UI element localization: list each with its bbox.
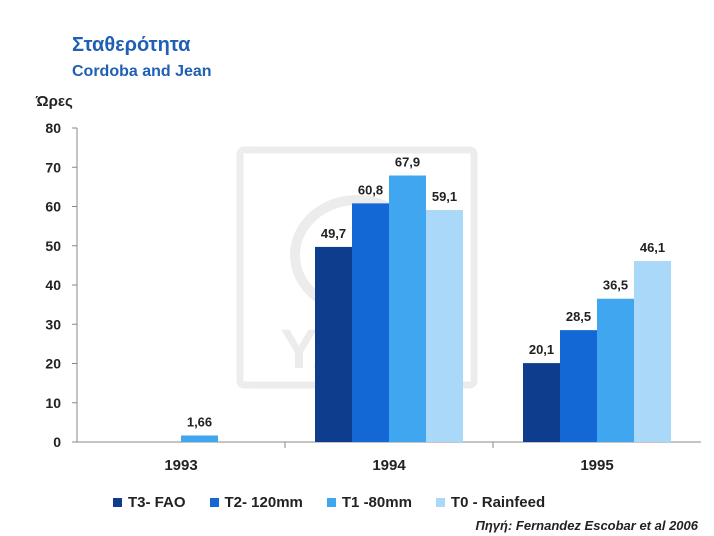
data-label: 28,5 [566,309,591,324]
legend-swatch-t0 [435,498,445,507]
y-tick-label: 20 [45,356,61,372]
legend-swatch-t3 [113,498,122,507]
legend-label-t2: T2- 120mm [224,494,303,511]
x-tick-label: 1994 [372,457,406,474]
data-label: 36,5 [603,278,628,293]
legend-item-t1: T1 -80mm [326,494,412,511]
bar [597,298,634,442]
y-tick-label: 50 [45,238,61,254]
y-axis-label: Ώρες [35,93,73,110]
x-tick-label: 1995 [580,457,613,474]
y-tick-label: 80 [45,120,61,136]
data-label: 60,8 [358,182,383,197]
chart-title: Σταθερότητα [72,34,191,56]
legend-swatch-t1 [326,498,336,507]
bar [634,261,671,442]
legend-label-t3: T3- FAO [128,494,186,511]
data-label: 20,1 [529,342,554,357]
bar [315,246,352,442]
legend-label-t1: T1 -80mm [341,494,412,511]
bar [560,330,597,442]
x-tick-label: 1993 [164,457,197,474]
chart-legend: T3- FAO T2- 120mm T1 -80mm T0 - Rainfeed [113,494,569,511]
bar [389,175,426,442]
source-note: Πηγή: Fernandez Escobar et al 2006 [475,518,698,533]
data-label: 1,66 [187,414,212,429]
bar [352,203,389,442]
legend-item-t0: T0 - Rainfeed [435,494,546,511]
legend-label-t0: T0 - Rainfeed [450,494,546,511]
y-tick-label: 70 [45,159,61,175]
y-tick-label: 40 [45,277,61,293]
legend-item-t2: T2- 120mm [209,494,303,511]
bar [181,435,218,442]
y-tick-label: 10 [45,395,61,411]
chart-subtitle: Cordoba and Jean [72,63,212,80]
data-label: 59,1 [432,189,457,204]
y-tick-label: 60 [45,199,61,215]
bar [426,210,463,442]
data-label: 46,1 [640,240,665,255]
y-tick-label: 0 [53,434,61,450]
data-label: 49,7 [321,226,346,241]
y-tick-label: 30 [45,316,61,332]
legend-swatch-t2 [209,498,219,507]
data-label: 67,9 [395,154,420,169]
bar [523,363,560,442]
legend-item-t3: T3- FAO [113,494,186,511]
